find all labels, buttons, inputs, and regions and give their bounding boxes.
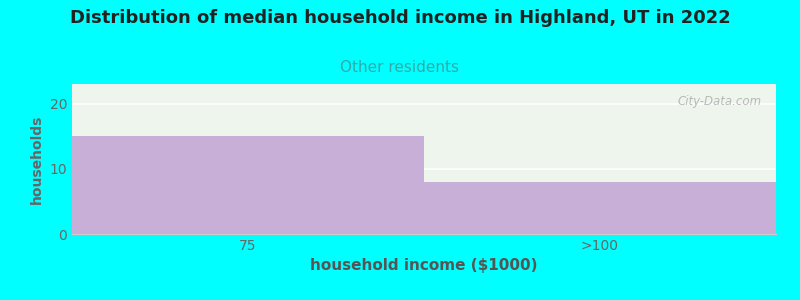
Y-axis label: households: households bbox=[30, 114, 44, 204]
Bar bbox=[72, 136, 424, 234]
X-axis label: household income ($1000): household income ($1000) bbox=[310, 258, 538, 273]
Bar bbox=[424, 182, 776, 234]
Text: Other residents: Other residents bbox=[341, 60, 459, 75]
Text: City-Data.com: City-Data.com bbox=[678, 94, 762, 107]
Text: Distribution of median household income in Highland, UT in 2022: Distribution of median household income … bbox=[70, 9, 730, 27]
